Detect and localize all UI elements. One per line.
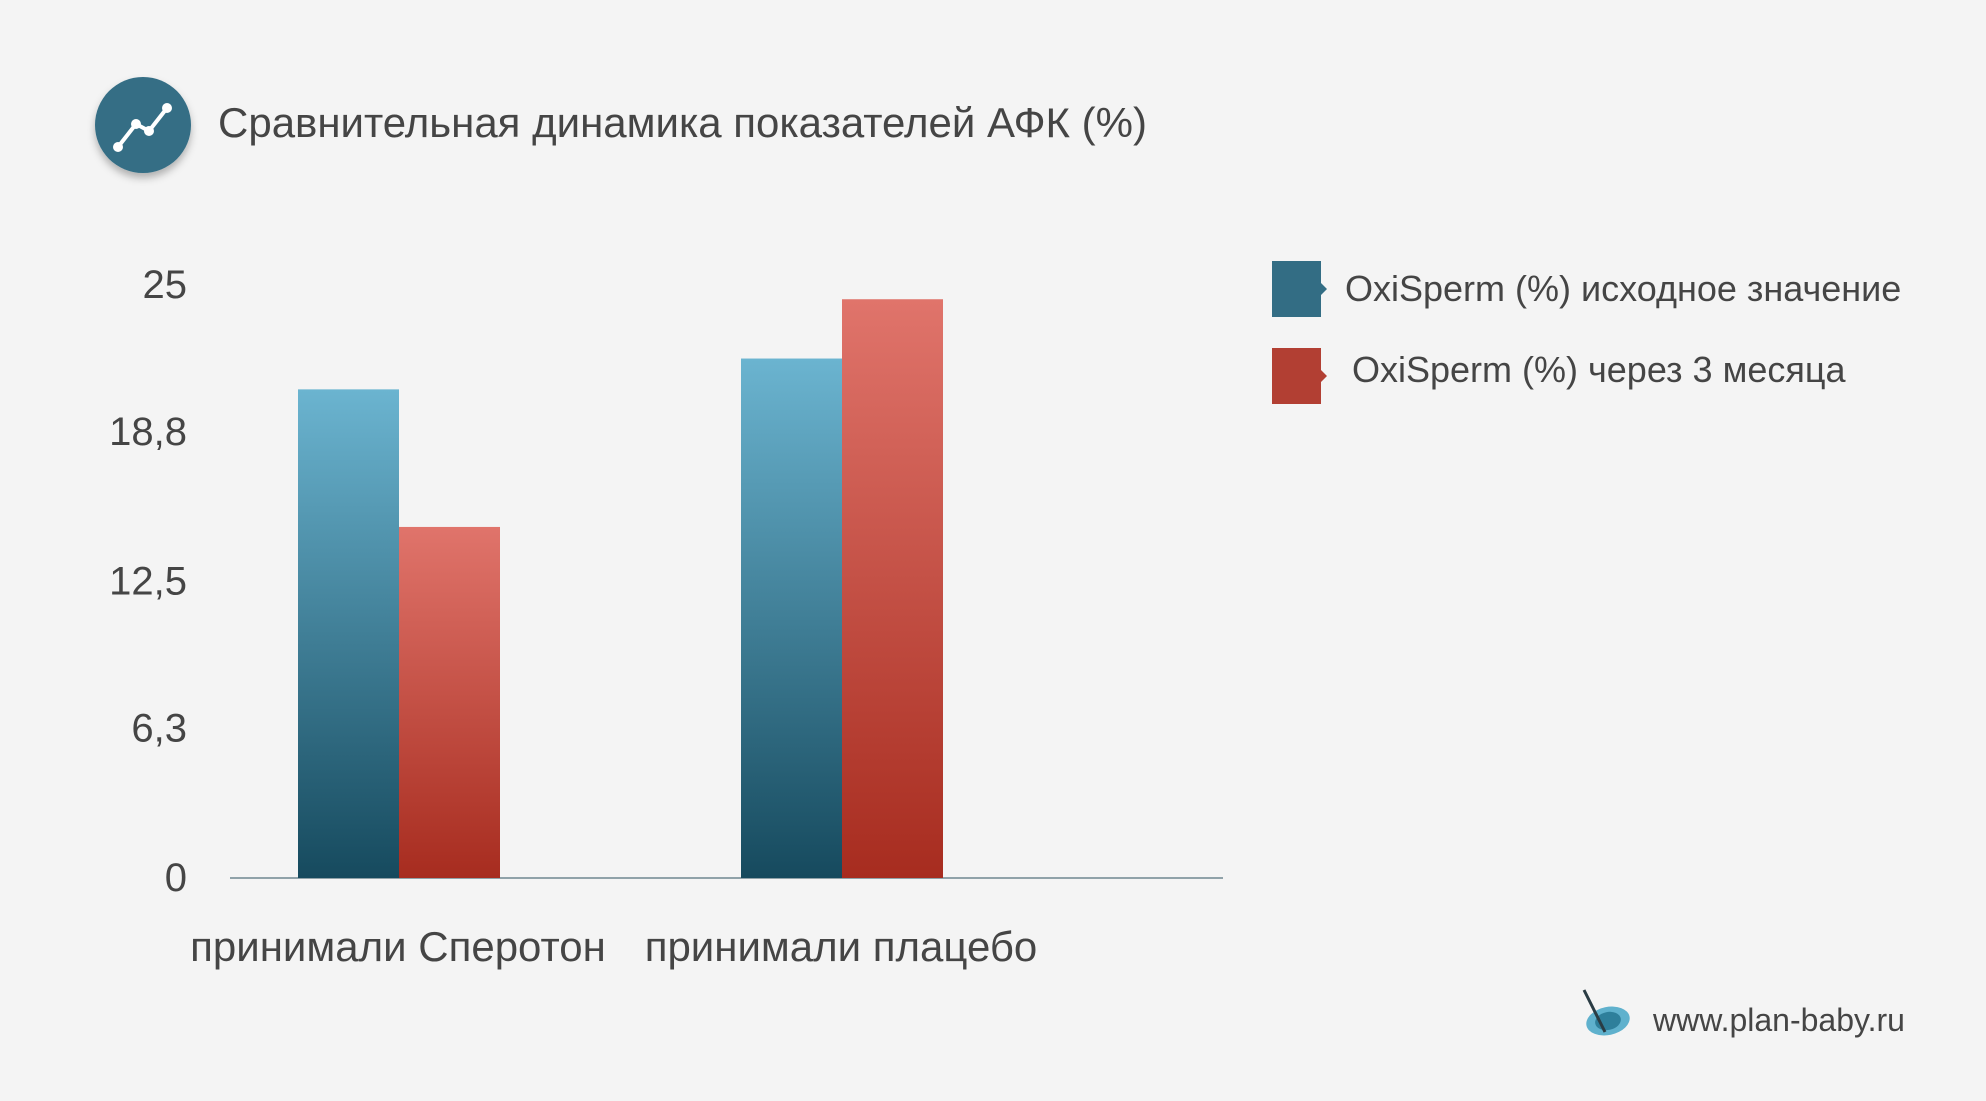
y-tick-label: 12,5 [109,560,187,604]
bars [298,299,943,879]
y-tick-label: 6,3 [131,707,187,751]
bar-series-2 [399,526,500,878]
y-axis-ticks: 0 6,3 12,5 18,8 25 [109,263,187,900]
legend: OxiSperm (%) исходное значение OxiSperm … [1272,261,1901,404]
footer: www.plan-baby.ru [1582,989,1905,1038]
y-tick-label: 18,8 [109,410,187,454]
y-tick-label: 25 [143,263,188,307]
legend-label-series-2: OxiSperm (%) через 3 месяца [1352,349,1846,390]
x-tick-label: принимали плацебо [645,923,1038,970]
footer-site-link[interactable]: www.plan-baby.ru [1652,1002,1905,1038]
bar-series-1 [298,389,399,878]
trend-line-icon [95,77,191,173]
x-axis-ticks: принимали Сперотон принимали плацебо [190,923,1037,970]
header: Сравнительная динамика показателей АФК (… [95,77,1147,173]
legend-item-series-2: OxiSperm (%) через 3 месяца [1272,348,1846,404]
legend-item-series-1: OxiSperm (%) исходное значение [1272,261,1901,317]
legend-label-series-1: OxiSperm (%) исходное значение [1345,268,1901,309]
legend-swatch-series-2 [1272,348,1327,404]
eye-logo-icon [1582,989,1630,1036]
y-tick-label: 0 [165,856,187,900]
page-title: Сравнительная динамика показателей АФК (… [218,99,1147,146]
bar-series-1 [741,358,842,879]
legend-swatch-series-1 [1272,261,1327,317]
x-tick-label: принимали Сперотон [190,923,606,970]
bar-series-2 [842,299,943,878]
